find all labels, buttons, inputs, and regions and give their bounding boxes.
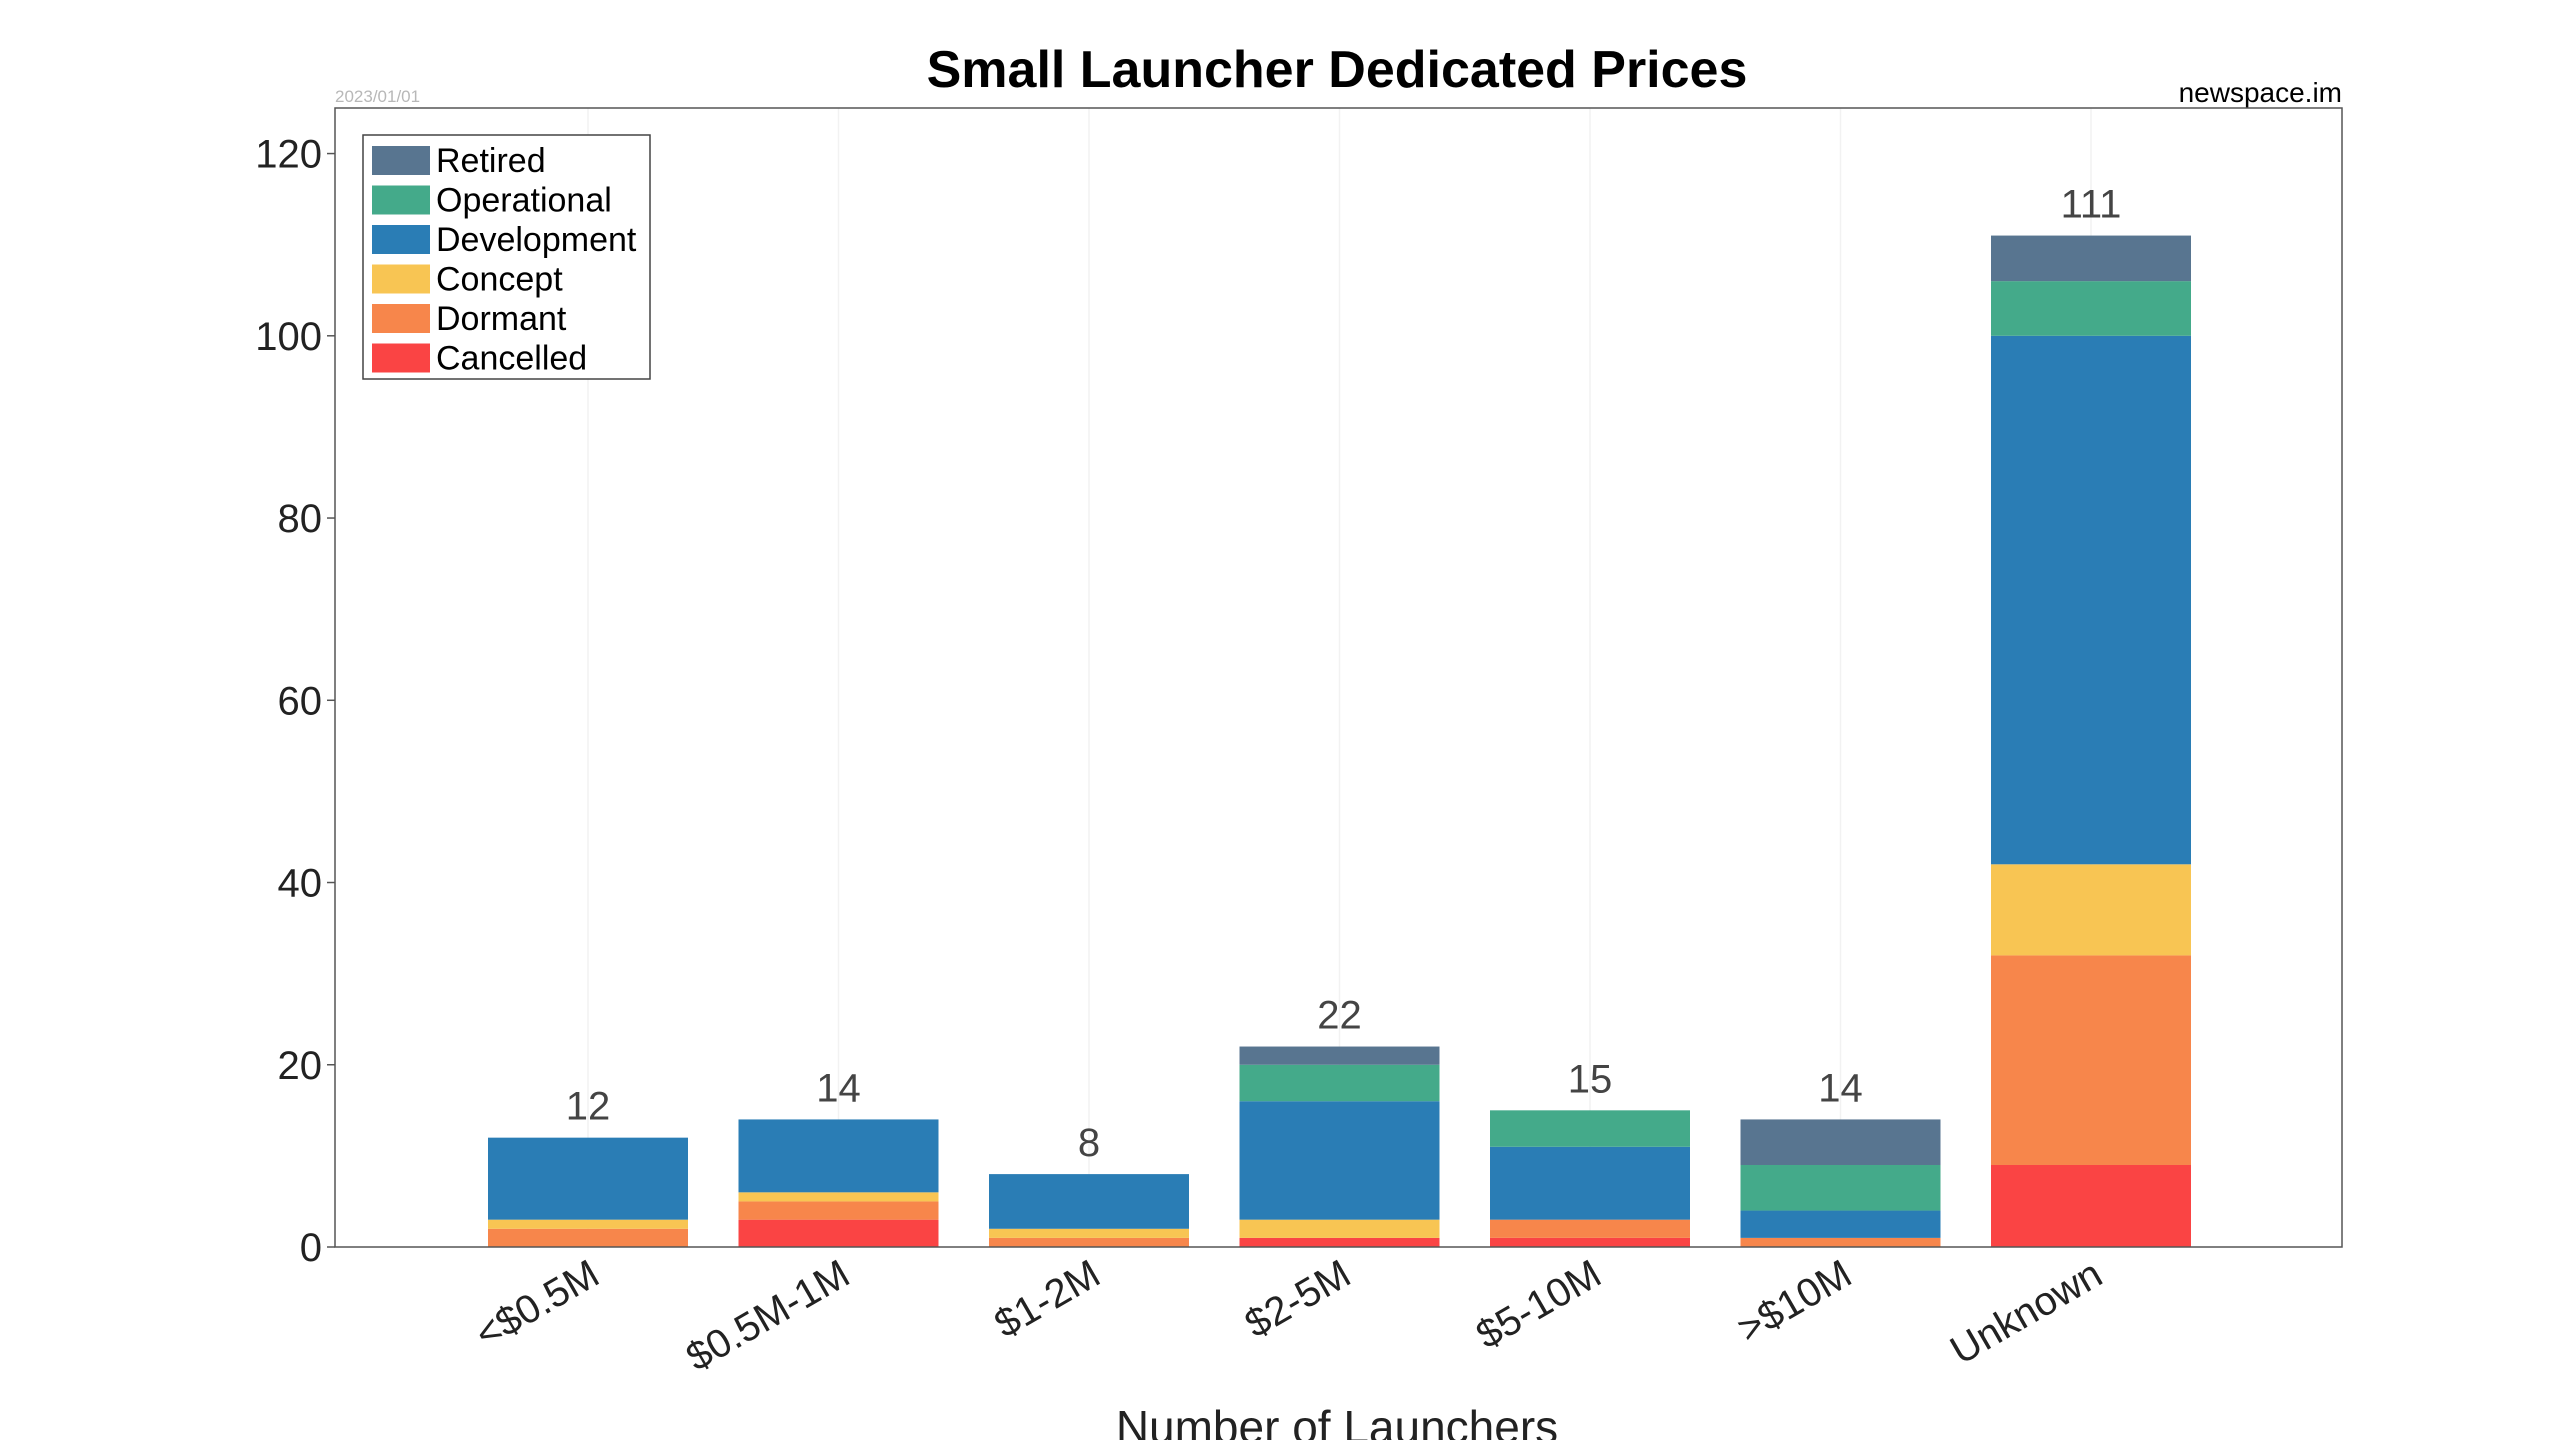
legend-swatch-cancelled bbox=[372, 343, 430, 373]
legend-swatch-concept bbox=[372, 264, 430, 294]
bar-segment-concept bbox=[1991, 864, 2191, 956]
bar-segment-dormant bbox=[989, 1237, 1189, 1247]
bar-total-label: 22 bbox=[1317, 994, 1362, 1038]
legend-swatch-operational bbox=[372, 185, 430, 215]
x-tick-label: $1-2M bbox=[987, 1252, 1107, 1347]
bar-segment-concept bbox=[1239, 1219, 1440, 1238]
bars bbox=[488, 235, 2191, 1247]
bar-segment-retired bbox=[1239, 1046, 1440, 1065]
bar-segment-operational bbox=[1490, 1110, 1690, 1147]
bar-segment-operational bbox=[1740, 1164, 1941, 1211]
bar-segment-development bbox=[488, 1137, 688, 1220]
bar-segment-concept bbox=[738, 1192, 939, 1202]
bar-segment-development bbox=[1740, 1210, 1941, 1238]
x-axis: <$0.5M $0.5M-1M $1-2M $2-5M $5-10M >$10M Unkno… bbox=[468, 1252, 2110, 1380]
legend-swatch-dormant bbox=[372, 304, 430, 333]
bar-segment-dormant bbox=[488, 1228, 688, 1247]
bar-segment-cancelled bbox=[1239, 1237, 1440, 1247]
bar-segment-development bbox=[989, 1174, 1189, 1229]
bar-segment-operational bbox=[1239, 1064, 1440, 1102]
bar-total-label: 15 bbox=[1568, 1057, 1613, 1101]
plot-frame bbox=[334, 107, 2343, 1248]
bar-segment-retired bbox=[1991, 235, 2191, 282]
legend-label-concept: Concept bbox=[436, 261, 563, 299]
legend-label-cancelled: Cancelled bbox=[436, 340, 587, 378]
bar-segment-dormant bbox=[1740, 1237, 1941, 1247]
x-tick-label: $2-5M bbox=[1238, 1252, 1358, 1347]
legend-label-development: Development bbox=[436, 221, 637, 259]
y-tick-label: 60 bbox=[278, 679, 323, 723]
legend-swatch-development bbox=[372, 225, 430, 254]
legend-label-dormant: Dormant bbox=[436, 300, 567, 338]
legend: RetiredOperationalDevelopmentConceptDorm… bbox=[362, 134, 651, 380]
x-axis-label: Number of Launchers bbox=[1116, 1401, 1558, 1440]
x-tick-label: $0.5M-1M bbox=[679, 1252, 857, 1380]
bar-segment-retired bbox=[1740, 1119, 1941, 1165]
legend-label-operational: Operational bbox=[436, 182, 612, 220]
bar-segment-cancelled bbox=[738, 1219, 939, 1247]
bar-segment-dormant bbox=[1991, 955, 2191, 1165]
bar-segment-operational bbox=[1991, 281, 2191, 336]
bar-segment-dormant bbox=[738, 1201, 939, 1220]
x-tick-label: Unknown bbox=[1943, 1252, 2109, 1373]
bar-segment-development bbox=[1490, 1146, 1690, 1220]
y-tick-label: 0 bbox=[300, 1226, 322, 1270]
legend-box bbox=[362, 134, 651, 380]
bar-total-label: 111 bbox=[2061, 183, 2122, 227]
bar-segment-development bbox=[1239, 1101, 1440, 1220]
y-tick-label: 80 bbox=[278, 497, 323, 541]
chart-title: Small Launcher Dedicated Prices bbox=[927, 41, 1748, 99]
bar-total-label: 14 bbox=[816, 1066, 861, 1110]
bar-total-label: 8 bbox=[1078, 1121, 1100, 1165]
date-label: 2023/01/01 bbox=[335, 87, 420, 106]
source-label: newspace.im bbox=[2179, 77, 2342, 108]
x-tick-label: $5-10M bbox=[1469, 1252, 1608, 1358]
y-tick-label: 100 bbox=[255, 315, 322, 359]
y-tick-label: 20 bbox=[278, 1044, 323, 1088]
bar-segment-development bbox=[738, 1119, 939, 1193]
x-tick-label: >$10M bbox=[1730, 1252, 1859, 1352]
legend-swatch-retired bbox=[372, 146, 430, 175]
bar-segment-cancelled bbox=[1490, 1237, 1690, 1247]
bar-segment-development bbox=[1991, 335, 2191, 865]
bar-totals: 12 14 8 22 15 14 111 bbox=[566, 183, 2122, 1166]
y-tick-label: 40 bbox=[278, 862, 323, 906]
y-tick-label: 120 bbox=[255, 133, 322, 177]
legend-label-retired: Retired bbox=[436, 142, 546, 180]
bar-total-label: 14 bbox=[1818, 1066, 1863, 1110]
bar-segment-concept bbox=[488, 1219, 688, 1229]
bar-segment-dormant bbox=[1490, 1219, 1690, 1238]
bar-segment-concept bbox=[989, 1228, 1189, 1238]
y-axis: 0 20 40 60 80 100 120 bbox=[255, 133, 335, 1270]
legend-items: RetiredOperationalDevelopmentConceptDorm… bbox=[372, 142, 637, 378]
bar-total-label: 12 bbox=[566, 1085, 611, 1129]
bar-segment-cancelled bbox=[1991, 1164, 2191, 1247]
x-tick-label: <$0.5M bbox=[468, 1252, 607, 1357]
